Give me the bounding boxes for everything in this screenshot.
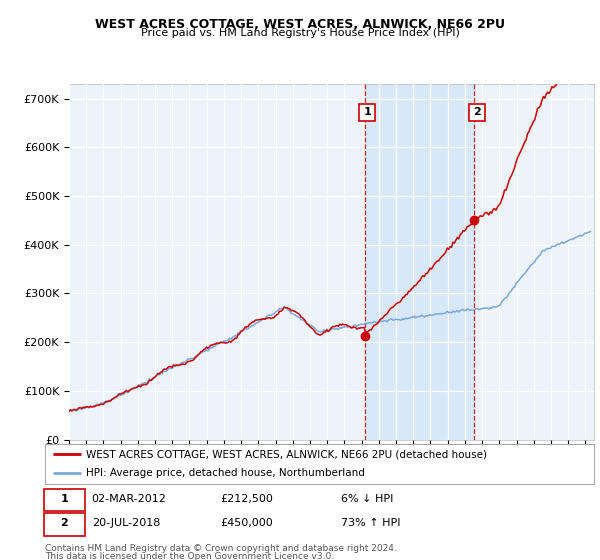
Text: Price paid vs. HM Land Registry's House Price Index (HPI): Price paid vs. HM Land Registry's House …	[140, 28, 460, 38]
Bar	[365, 84, 475, 440]
Text: 6% ↓ HPI: 6% ↓ HPI	[341, 494, 394, 504]
Text: £212,500: £212,500	[221, 494, 274, 504]
Text: 2: 2	[61, 519, 68, 529]
Text: 73% ↑ HPI: 73% ↑ HPI	[341, 519, 401, 529]
Text: £450,000: £450,000	[221, 519, 274, 529]
Text: 02-MAR-2012: 02-MAR-2012	[92, 494, 167, 504]
Text: 1: 1	[363, 108, 371, 118]
Text: 1: 1	[61, 494, 68, 504]
Text: This data is licensed under the Open Government Licence v3.0.: This data is licensed under the Open Gov…	[45, 552, 334, 560]
Text: 20-JUL-2018: 20-JUL-2018	[92, 519, 160, 529]
Text: Contains HM Land Registry data © Crown copyright and database right 2024.: Contains HM Land Registry data © Crown c…	[45, 544, 397, 553]
Text: WEST ACRES COTTAGE, WEST ACRES, ALNWICK, NE66 2PU (detached house): WEST ACRES COTTAGE, WEST ACRES, ALNWICK,…	[86, 449, 487, 459]
Text: HPI: Average price, detached house, Northumberland: HPI: Average price, detached house, Nort…	[86, 468, 365, 478]
FancyBboxPatch shape	[44, 514, 85, 535]
Text: 2: 2	[473, 108, 481, 118]
Text: WEST ACRES COTTAGE, WEST ACRES, ALNWICK, NE66 2PU: WEST ACRES COTTAGE, WEST ACRES, ALNWICK,…	[95, 18, 505, 31]
FancyBboxPatch shape	[44, 489, 85, 511]
